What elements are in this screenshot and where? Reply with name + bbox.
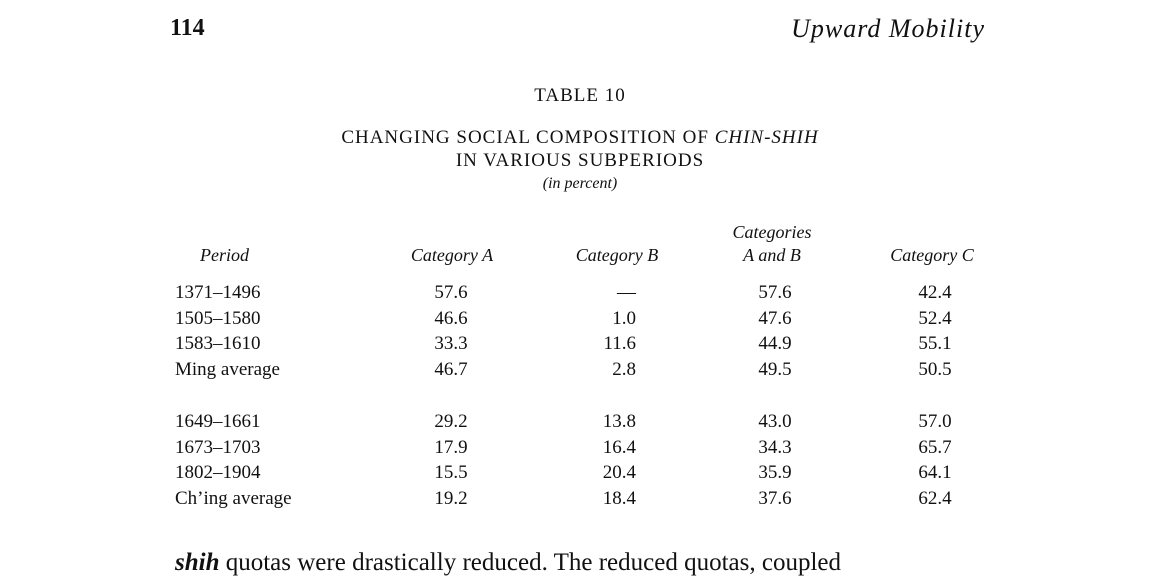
cell-value: 46.7	[434, 358, 468, 380]
cell-value: 47.6	[758, 307, 792, 329]
column-header: A and B	[743, 245, 801, 265]
cell-value: 19.2	[434, 487, 468, 509]
body-line: quotas were drastically reduced. The red…	[225, 549, 842, 576]
unit-note: (in percent)	[542, 175, 618, 192]
row-label: 1583–1610	[175, 333, 261, 354]
cell-value: 49.5	[758, 358, 792, 380]
row-label: 1649–1661	[175, 411, 261, 432]
cell-value: 34.3	[758, 436, 792, 458]
cell-value: 55.1	[918, 333, 952, 354]
page-number: 114	[170, 15, 205, 41]
cell-value: 64.1	[918, 462, 952, 483]
row-label: Ming average	[175, 358, 280, 380]
cell-value: 18.4	[602, 487, 636, 509]
cell-value: 50.5	[918, 358, 952, 380]
body-text: shih quotas were drastically reduced. Th…	[175, 550, 841, 575]
column-header: Category B	[575, 245, 659, 265]
column-header: Categories	[732, 222, 812, 242]
cell-value: 15.5	[434, 462, 468, 483]
cell-value: 33.3	[434, 333, 468, 354]
cell-value: 57.6	[434, 282, 468, 303]
row-label: 1673–1703	[175, 436, 261, 458]
row-label: 1505–1580	[175, 307, 261, 329]
cell-value: 16.4	[602, 436, 636, 458]
cell-value: 44.9	[758, 333, 792, 354]
cell-value: 65.7	[918, 436, 952, 458]
cell-value: 20.4	[602, 462, 636, 483]
cell-value: 57.0	[918, 411, 952, 432]
cell-value: 1.0	[612, 307, 636, 329]
cell-value: 35.9	[758, 462, 792, 483]
cell-value: 11.6	[603, 333, 636, 354]
cell-value: 43.0	[758, 411, 792, 432]
table-title-italic: CHIN-SHIH	[714, 127, 819, 148]
row-label: 1802–1904	[175, 462, 261, 483]
column-header: Category C	[890, 245, 974, 265]
cell-value: 46.6	[434, 307, 468, 329]
row-label: 1371–1496	[175, 282, 261, 303]
column-header: Period	[200, 245, 249, 265]
cell-value: 13.8	[602, 411, 636, 432]
cell-value: —	[617, 282, 636, 303]
cell-value: 62.4	[918, 487, 952, 509]
column-header: Category A	[410, 245, 494, 265]
cell-value: 29.2	[434, 411, 468, 432]
cell-value: 52.4	[918, 307, 952, 329]
cell-value: 2.8	[612, 358, 636, 380]
row-label: Ch’ing average	[175, 487, 292, 509]
lead-word: shih	[175, 549, 220, 576]
table-title-text: CHANGING SOCIAL COMPOSITION OF	[341, 127, 709, 148]
cell-value: 42.4	[918, 282, 952, 303]
cell-value: 57.6	[758, 282, 792, 303]
table-title: CHANGING SOCIAL COMPOSITION OF CHIN-SHIH	[0, 128, 1160, 147]
running-title: Upward Mobility	[791, 14, 985, 43]
cell-value: 37.6	[758, 487, 792, 509]
cell-value: 17.9	[434, 436, 468, 458]
table-label: TABLE 10	[534, 85, 626, 106]
table-title-line2: IN VARIOUS SUBPERIODS	[455, 150, 705, 171]
